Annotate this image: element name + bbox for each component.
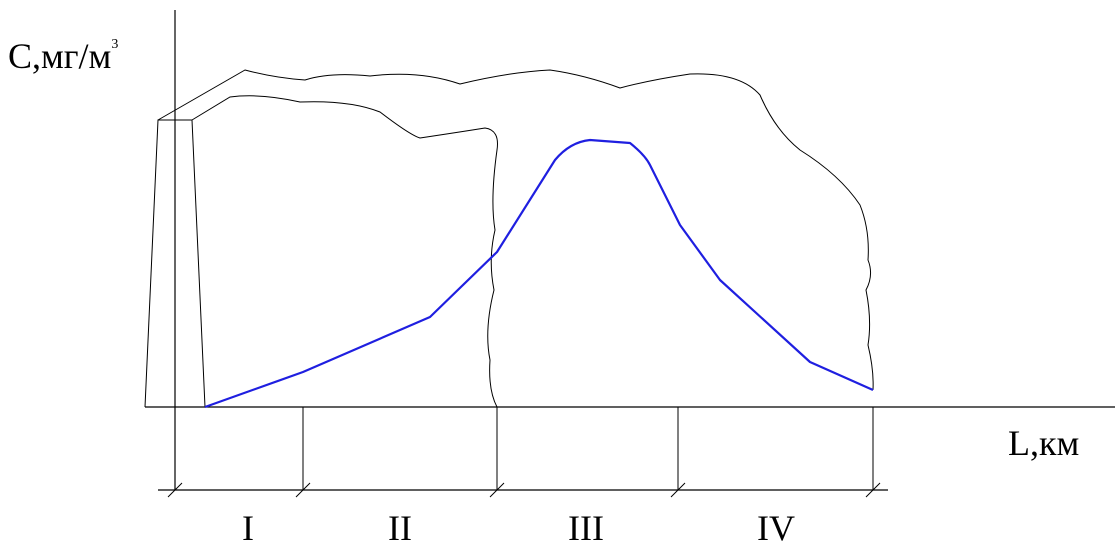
plume-inner — [191, 95, 498, 408]
zone-dividers — [167, 407, 881, 498]
y-axis-label: С,мг/м3 — [8, 36, 118, 76]
x-axis-label: L,км — [1008, 423, 1079, 463]
zone-label: II — [388, 508, 412, 546]
concentration-curve — [204, 138, 874, 409]
zone-label: III — [568, 508, 604, 546]
zone-label: I — [242, 508, 254, 546]
plume-outer — [157, 69, 874, 391]
zone-label: IV — [757, 508, 795, 546]
